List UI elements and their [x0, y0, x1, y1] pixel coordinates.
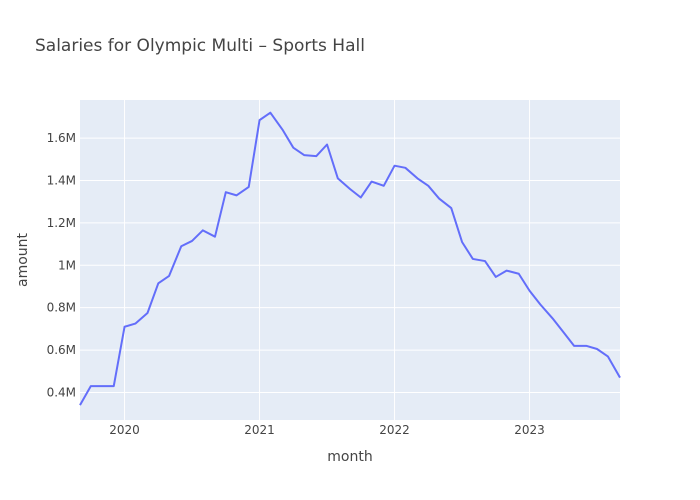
y-tick-label: 0.4M [47, 385, 76, 399]
x-axis-label: month [327, 449, 372, 465]
x-tick-label: 2020 [109, 423, 140, 437]
y-axis-label: amount [15, 232, 31, 287]
gridlines [80, 100, 620, 420]
x-tick-label: 2023 [514, 423, 545, 437]
x-tick-label: 2022 [379, 423, 410, 437]
x-tick-label: 2021 [244, 423, 275, 437]
y-tick-label: 1.2M [47, 216, 76, 230]
y-tick-label: 0.8M [47, 301, 76, 315]
y-axis-ticks: 0.4M 0.6M 0.8M 1M 1.2M 1.4M 1.6M [47, 131, 76, 399]
y-tick-label: 0.6M [47, 343, 76, 357]
plot-area [80, 100, 620, 420]
chart-title: Salaries for Olympic Multi – Sports Hall [35, 36, 365, 56]
x-axis-ticks: 2020 2021 2022 2023 [109, 423, 545, 437]
y-tick-label: 1.4M [47, 174, 76, 188]
series-line-amount [79, 111, 621, 406]
y-tick-label: 1.6M [47, 131, 76, 145]
y-tick-label: 1M [58, 258, 76, 272]
